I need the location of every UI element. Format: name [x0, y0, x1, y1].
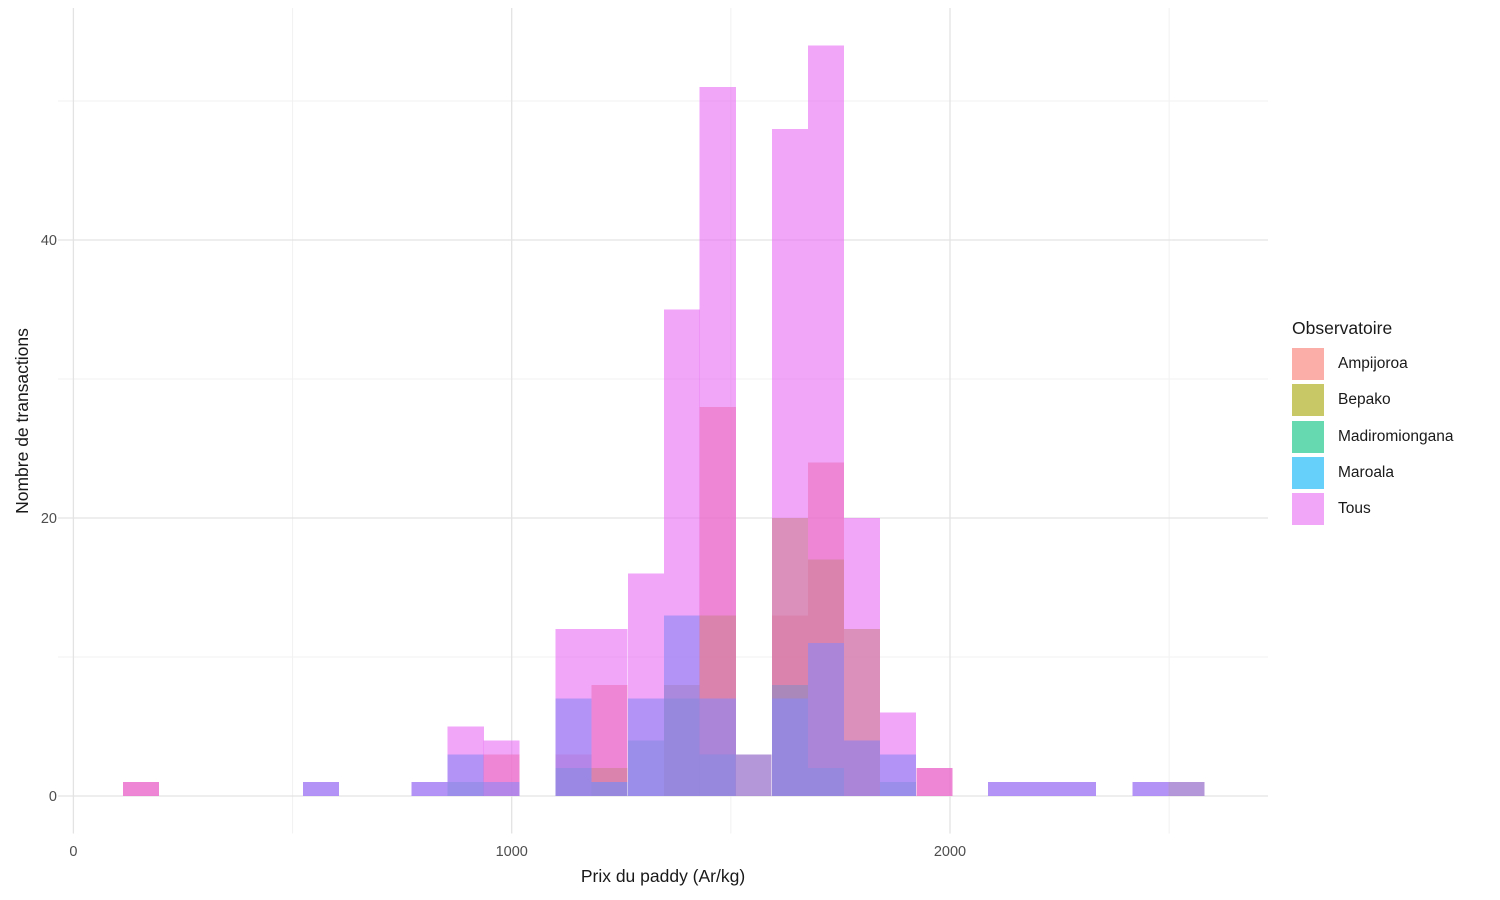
y-axis-title: Nombre de transactions	[12, 328, 32, 514]
bar-tous-bin1511	[735, 754, 772, 796]
bar-tous-bin1676	[807, 45, 845, 796]
legend-label-bepako: Bepako	[1338, 391, 1391, 409]
legend-swatch-bepako	[1292, 384, 1324, 417]
legend-swatch-maroala	[1292, 456, 1324, 489]
legend-label-ampijoroa: Ampijoroa	[1338, 355, 1408, 372]
bar-tous-bin936	[483, 740, 520, 796]
bar-tous-bin1429	[699, 87, 736, 797]
bar-tous-bin2087	[988, 782, 1025, 796]
bar-tous-bin1265	[627, 573, 664, 796]
bar-tous-bin1182	[591, 629, 628, 796]
legend-item-maroala: Maroala	[1292, 456, 1500, 489]
bar-tous-bin854	[447, 726, 484, 796]
bar-tous-bin2498	[1168, 782, 1205, 796]
x-tick-label-1000: 1000	[496, 844, 528, 860]
bar-tous-bin1840	[879, 712, 916, 796]
bar-tous-bin524	[303, 782, 340, 796]
bar-tous-bin1100	[555, 629, 592, 796]
bar-tous-bin771	[411, 782, 448, 796]
bar-tous-bin2416	[1132, 782, 1169, 796]
legend-items: Ampijoroa Bepako Madiromiongana Maroala Tous	[1292, 348, 1500, 526]
legend-swatch-tous	[1292, 493, 1324, 526]
legend-swatch-ampijoroa	[1292, 348, 1324, 380]
legend-swatch-madiromiongana	[1292, 420, 1324, 453]
bar-tous-bin1594	[772, 128, 809, 797]
legend-label-maroala: Maroala	[1338, 463, 1394, 481]
y-tick-label-0: 0	[49, 789, 57, 805]
legend-item-madiromiongana: Madiromiongana	[1292, 420, 1500, 453]
legend: Observatoire Ampijoroa Bepako Madiromionga…	[1292, 318, 1500, 529]
bar-tous-bin2251	[1060, 782, 1097, 796]
legend-label-madiromiongana: Madiromiongana	[1338, 427, 1454, 445]
legend-item-bepako: Bepako	[1292, 384, 1500, 417]
bar-tous-bin1758	[843, 518, 880, 796]
x-tick-label-2000: 2000	[934, 844, 966, 860]
bar-tous-bin1923	[916, 768, 953, 796]
legend-label-tous: Tous	[1338, 500, 1371, 518]
y-tick-label-40: 40	[41, 233, 57, 249]
legend-item-tous: Tous	[1292, 493, 1500, 526]
bar-tous-bin1347	[663, 309, 700, 796]
x-axis-title: Prix du paddy (Ar/kg)	[580, 866, 746, 886]
bar-tous-bin113	[122, 782, 159, 796]
bar-tous-bin2169	[1024, 782, 1061, 796]
y-tick-label-20: 20	[41, 511, 57, 527]
x-tick-label-0: 0	[69, 844, 77, 860]
legend-title: Observatoire	[1292, 318, 1393, 338]
legend-item-ampijoroa: Ampijoroa	[1292, 348, 1500, 380]
